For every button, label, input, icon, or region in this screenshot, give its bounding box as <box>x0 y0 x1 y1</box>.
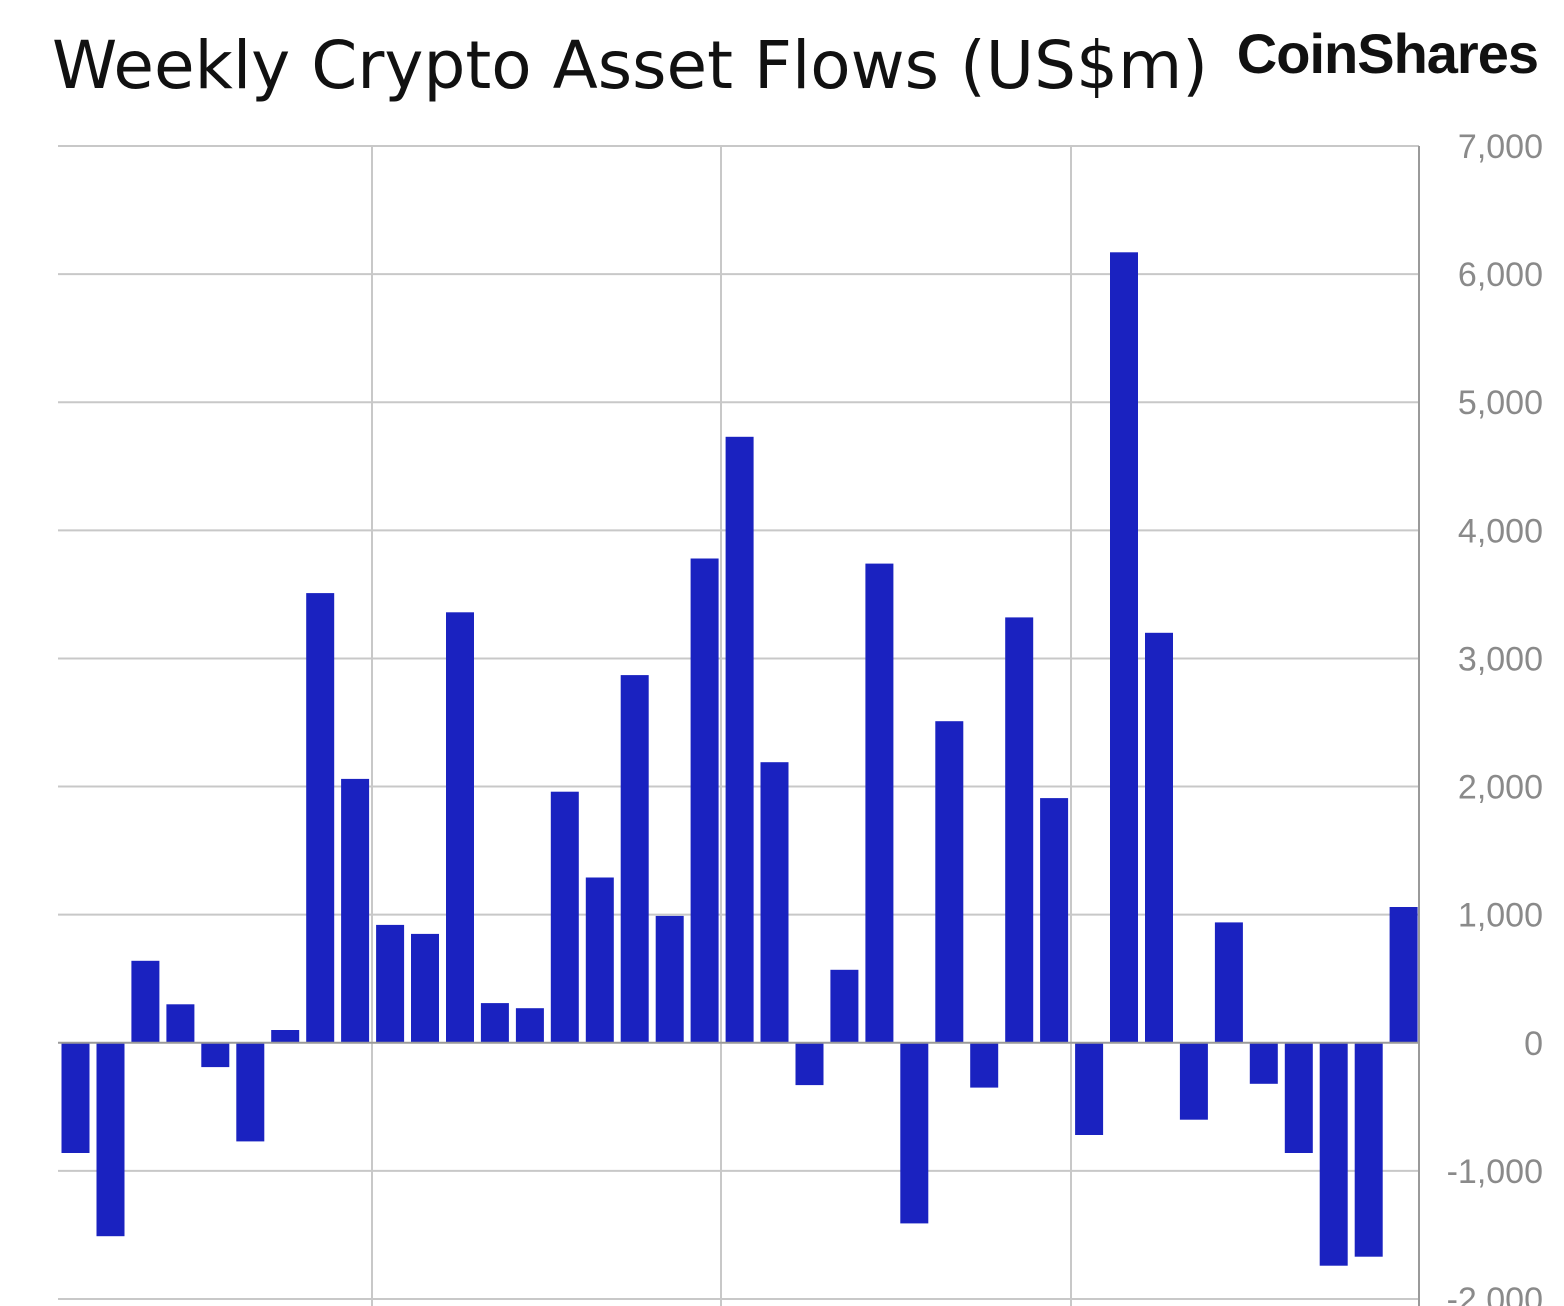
bar <box>1249 1042 1278 1084</box>
y-tick-label: 7,000 <box>1458 128 1543 166</box>
bar <box>61 1042 90 1153</box>
bar <box>411 933 439 1043</box>
y-tick-label: 5,000 <box>1458 384 1543 422</box>
bar <box>725 436 754 1043</box>
y-tick-label: 0 <box>1524 1025 1543 1063</box>
bar <box>1145 632 1173 1043</box>
bar <box>620 675 649 1043</box>
bar <box>1110 252 1138 1043</box>
bar <box>585 877 614 1043</box>
bar <box>1214 922 1243 1043</box>
bar <box>1005 617 1034 1043</box>
y-tick-label: 1,000 <box>1458 897 1543 935</box>
bar <box>1354 1042 1383 1257</box>
bar <box>970 1042 999 1088</box>
y-tick-label: 3,000 <box>1458 640 1543 678</box>
bar <box>1040 798 1069 1043</box>
y-axis-ticks: 7,000 6,000 5,000 4,000 3,000 2,000 1,000 0 -1,0… <box>1447 128 1543 1306</box>
bar <box>515 1008 544 1043</box>
chart-title: Weekly Crypto Asset Flows (US$m) <box>52 27 1208 104</box>
bar <box>1319 1042 1348 1266</box>
bar <box>1179 1042 1208 1120</box>
bar <box>236 1042 265 1142</box>
bar <box>900 1042 929 1224</box>
bar <box>830 969 859 1043</box>
bar <box>935 721 964 1043</box>
bar <box>795 1042 824 1086</box>
bar <box>550 791 579 1043</box>
bar <box>655 915 684 1043</box>
bar <box>690 558 719 1043</box>
bar <box>376 924 405 1043</box>
y-tick-label: 4,000 <box>1458 512 1543 550</box>
bar <box>96 1042 125 1237</box>
bar <box>1075 1042 1104 1135</box>
bar-series <box>61 252 1418 1266</box>
bar <box>131 960 160 1043</box>
vertical-gridlines <box>371 146 1420 1306</box>
y-tick-label: 2,000 <box>1458 769 1543 807</box>
bar <box>166 1004 195 1043</box>
y-tick-label: -1,000 <box>1447 1153 1543 1191</box>
bar <box>201 1042 230 1068</box>
bar <box>865 563 894 1043</box>
bar <box>760 762 789 1043</box>
y-tick-label: 6,000 <box>1458 256 1543 294</box>
coinshares-logo: CoinShares <box>1236 22 1539 85</box>
bar <box>1284 1042 1313 1153</box>
bar <box>1389 907 1418 1043</box>
y-tick-label: -2,000 <box>1447 1281 1543 1306</box>
bar <box>271 1030 300 1043</box>
bar <box>306 593 335 1043</box>
bar <box>341 778 370 1043</box>
bar <box>446 612 474 1043</box>
bar <box>480 1003 509 1043</box>
